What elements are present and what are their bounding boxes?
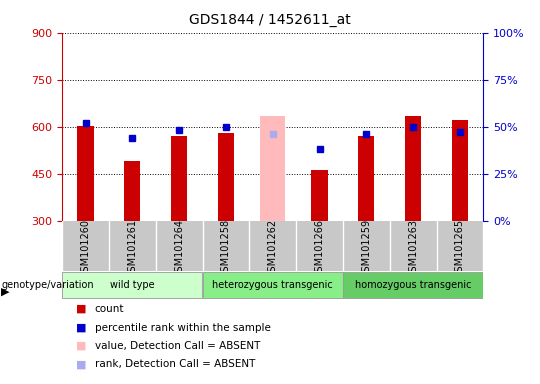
Text: ■: ■ bbox=[76, 323, 86, 333]
Bar bbox=[451, 119, 468, 221]
Bar bbox=[311, 170, 328, 221]
Text: GDS1844 / 1452611_at: GDS1844 / 1452611_at bbox=[189, 13, 351, 27]
Text: ▶: ▶ bbox=[1, 287, 10, 297]
Bar bbox=[62, 272, 202, 298]
Text: heterozygous transgenic: heterozygous transgenic bbox=[212, 280, 333, 290]
Bar bbox=[77, 126, 94, 221]
Bar bbox=[171, 136, 187, 221]
Bar bbox=[343, 272, 483, 298]
Text: genotype/variation: genotype/variation bbox=[1, 280, 94, 290]
Text: percentile rank within the sample: percentile rank within the sample bbox=[94, 323, 271, 333]
Bar bbox=[260, 116, 285, 221]
Bar bbox=[124, 161, 140, 221]
Bar bbox=[405, 116, 421, 221]
Bar bbox=[218, 133, 234, 221]
Text: ■: ■ bbox=[76, 304, 86, 314]
Text: count: count bbox=[94, 304, 124, 314]
Text: value, Detection Call = ABSENT: value, Detection Call = ABSENT bbox=[94, 341, 260, 351]
Text: ■: ■ bbox=[76, 341, 86, 351]
Text: rank, Detection Call = ABSENT: rank, Detection Call = ABSENT bbox=[94, 359, 255, 369]
Bar bbox=[358, 136, 375, 221]
Text: homozygous transgenic: homozygous transgenic bbox=[355, 280, 471, 290]
Bar bbox=[202, 272, 343, 298]
Text: wild type: wild type bbox=[110, 280, 154, 290]
Text: ■: ■ bbox=[76, 359, 86, 369]
